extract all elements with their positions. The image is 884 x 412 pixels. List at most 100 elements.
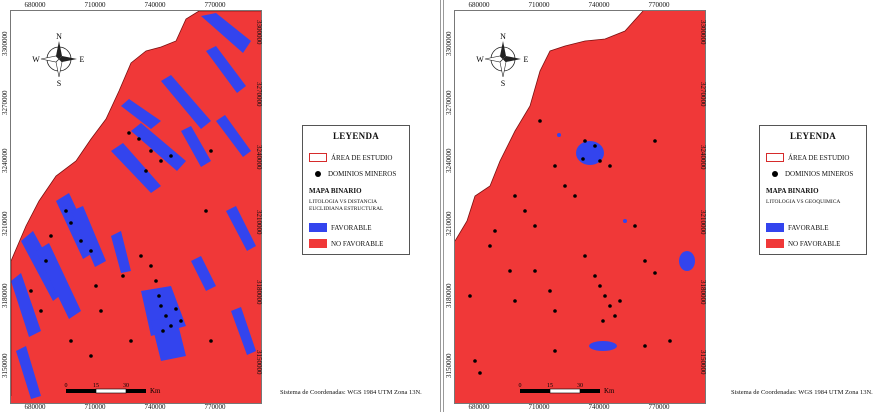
scale-bar: 0 15 30 Km [519, 383, 616, 395]
x-tick-bottom: 740000 [588, 403, 610, 411]
coordinate-system-note: Sistema de Coordenadas: WGS 1984 UTM Zon… [731, 389, 873, 396]
scale-label-1: 15 [547, 383, 553, 389]
y-tick-left: 3180000 [1, 283, 9, 309]
x-tick-bottom: 710000 [528, 403, 550, 411]
y-tick-right: 3210000 [699, 210, 707, 235]
scale-label-2: 30 [577, 383, 583, 389]
legend-mineral-domains: DOMINIOS MINEROS [309, 170, 396, 178]
y-tick-left: 3300000 [1, 31, 9, 57]
not-favorable-area [455, 11, 705, 403]
x-tick-top: 680000 [24, 1, 46, 9]
compass-e: E [80, 55, 85, 64]
legend-title: LEYENDA [332, 131, 380, 141]
compass-n: N [500, 32, 506, 41]
x-tick-bottom: 770000 [204, 403, 226, 411]
legend-binary-map-heading: MAPA BINARIO [309, 187, 362, 195]
coordinate-system-note: Sistema de Coordenadas: WGS 1984 UTM Zon… [280, 389, 422, 396]
y-tick-left: 3240000 [1, 148, 9, 174]
x-tick-bottom: 710000 [84, 403, 106, 411]
legend-binary-map-subtitle: LITOLOGIA VS GEOQUIMICA [766, 199, 841, 205]
scale-label-2: 30 [123, 383, 129, 389]
mineral-domain-points [468, 119, 672, 375]
y-tick-left: 3300000 [445, 31, 453, 57]
compass-rose: N S E W [32, 32, 84, 88]
x-tick-top: 740000 [588, 1, 610, 9]
legend-mineral-domains-label: DOMINIOS MINEROS [328, 170, 397, 178]
y-tick-left: 3150000 [445, 353, 453, 379]
scale-bar: 0 15 30 Km [65, 383, 162, 395]
map-panel-right: N S E W 0 15 30 Km 680000 710000 740000 … [443, 0, 884, 412]
x-tick-top: 710000 [528, 1, 550, 9]
map-frame[interactable]: N S E W 0 15 30 Km [10, 10, 262, 404]
not-favorable-swatch [766, 239, 784, 248]
legend-not-favorable: NO FAVORABLE [309, 239, 383, 248]
x-tick-bottom: 680000 [24, 403, 46, 411]
x-tick-bottom: 770000 [648, 403, 670, 411]
scale-unit: Km [604, 387, 615, 395]
y-tick-right: 3270000 [699, 82, 707, 107]
legend-favorable-label: FAVORABLE [331, 223, 372, 232]
legend-not-favorable: NO FAVORABLE [766, 239, 840, 248]
legend-not-favorable-label: NO FAVORABLE [788, 239, 841, 248]
compass-e: E [524, 55, 529, 64]
y-tick-right: 3300000 [255, 20, 263, 45]
mineral-domain-dot-icon [772, 171, 778, 177]
compass-w: W [476, 55, 484, 64]
scale-label-1: 15 [93, 383, 99, 389]
compass-w: W [32, 55, 40, 64]
x-tick-top: 740000 [144, 1, 166, 9]
scale-label-0: 0 [65, 383, 68, 389]
study-area-swatch [309, 153, 327, 162]
y-tick-right: 3240000 [255, 145, 263, 170]
map-frame[interactable]: N S E W 0 15 30 Km [454, 10, 706, 404]
map-panel-left: N S E W 0 15 30 Km 680000 710000 740000 … [0, 0, 441, 412]
x-tick-bottom: 740000 [144, 403, 166, 411]
y-tick-right: 3210000 [255, 210, 263, 235]
legend-mineral-domains-label: DOMINIOS MINEROS [785, 170, 854, 178]
y-tick-left: 3270000 [445, 90, 453, 116]
y-tick-left: 3270000 [1, 90, 9, 116]
y-tick-right: 3180000 [255, 280, 263, 305]
study-area-boundary [11, 11, 261, 396]
y-tick-right: 3240000 [699, 145, 707, 170]
legend-study-area: ÁREA DE ESTUDIO [766, 153, 849, 162]
favorable-swatch [309, 223, 327, 232]
y-tick-left: 3180000 [445, 283, 453, 309]
scale-label-0: 0 [519, 383, 522, 389]
legend-study-area-label: ÁREA DE ESTUDIO [331, 153, 393, 162]
map-canvas: N S E W 0 15 30 Km [455, 11, 705, 403]
mineral-domain-points [29, 131, 213, 358]
y-tick-right: 3180000 [699, 280, 707, 305]
mineral-domain-dot-icon [315, 171, 321, 177]
legend-favorable-label: FAVORABLE [788, 223, 829, 232]
map-canvas: N S E W 0 15 30 Km [11, 11, 261, 403]
y-tick-right: 3270000 [255, 82, 263, 107]
legend-not-favorable-label: NO FAVORABLE [331, 239, 384, 248]
legend-mineral-domains: DOMINIOS MINEROS [766, 170, 853, 178]
x-tick-top: 710000 [84, 1, 106, 9]
x-tick-bottom: 680000 [468, 403, 490, 411]
x-tick-top: 770000 [204, 1, 226, 9]
x-tick-top: 770000 [648, 1, 670, 9]
legend-binary-map-subtitle: LITOLOGIA VS DISTANCIA EUCLIDIANA ESTRUC… [309, 199, 384, 212]
compass-n: N [56, 32, 62, 41]
study-area-boundary [455, 11, 644, 242]
y-tick-left: 3210000 [1, 211, 9, 237]
legend-favorable: FAVORABLE [766, 223, 829, 232]
compass-rose: N S E W [476, 32, 528, 88]
y-tick-right: 3300000 [699, 20, 707, 45]
favorable-swatch [766, 223, 784, 232]
compass-s: S [57, 79, 61, 88]
compass-s: S [501, 79, 505, 88]
legend-study-area: ÁREA DE ESTUDIO [309, 153, 392, 162]
x-tick-top: 680000 [468, 1, 490, 9]
map-legend: LEYENDA ÁREA DE ESTUDIO DOMINIOS MINEROS… [759, 125, 867, 255]
y-tick-right: 3150000 [255, 350, 263, 375]
legend-study-area-label: ÁREA DE ESTUDIO [788, 153, 850, 162]
not-favorable-swatch [309, 239, 327, 248]
y-tick-left: 3210000 [445, 211, 453, 237]
scale-unit: Km [150, 387, 161, 395]
study-area-swatch [766, 153, 784, 162]
y-tick-right: 3150000 [699, 350, 707, 375]
legend-favorable: FAVORABLE [309, 223, 372, 232]
